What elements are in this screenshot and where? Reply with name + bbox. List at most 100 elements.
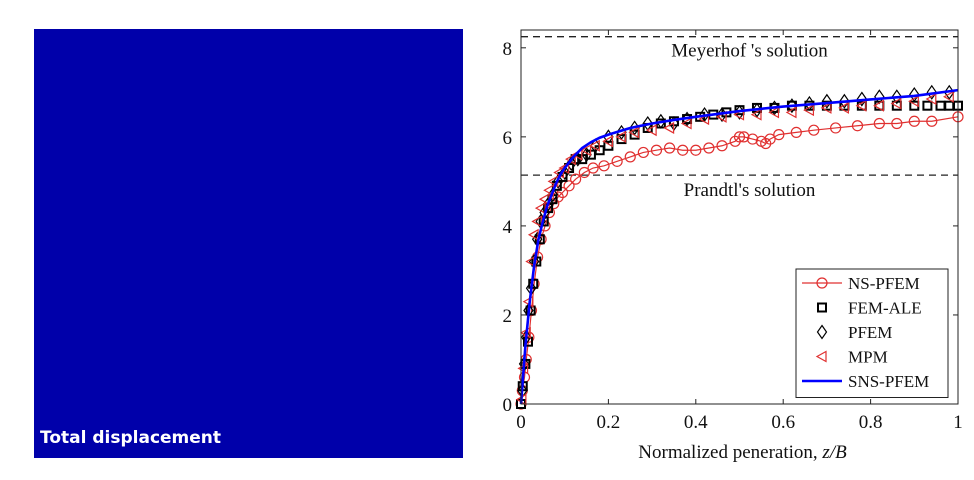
legend-marker bbox=[817, 302, 827, 313]
data-point bbox=[922, 100, 933, 111]
legend-entry: MPM bbox=[815, 348, 888, 367]
legend-label: FEM-ALE bbox=[848, 299, 922, 318]
data-point bbox=[522, 336, 533, 347]
data-point bbox=[804, 95, 815, 112]
data-point bbox=[851, 120, 864, 132]
data-point bbox=[908, 95, 919, 108]
data-point bbox=[926, 115, 938, 127]
data-point bbox=[680, 117, 692, 130]
reference-line-label: Prandtl's solution bbox=[684, 180, 816, 201]
data-point bbox=[552, 173, 564, 189]
x-axis-label: Normalized peneration, z/B bbox=[638, 442, 847, 463]
plot-frame bbox=[520, 29, 959, 405]
series-layer bbox=[515, 84, 964, 410]
data-point bbox=[786, 98, 798, 114]
data-point bbox=[563, 180, 575, 192]
data-point bbox=[611, 155, 623, 167]
data-point bbox=[830, 122, 842, 134]
data-point bbox=[580, 144, 592, 157]
legend-marker bbox=[815, 350, 827, 363]
data-point bbox=[768, 106, 780, 119]
data-point bbox=[677, 144, 689, 156]
data-point bbox=[855, 99, 867, 112]
series-sns-pfem bbox=[519, 88, 959, 405]
legend-box bbox=[795, 268, 949, 398]
data-point bbox=[602, 135, 614, 148]
data-point bbox=[587, 162, 599, 174]
y-tick-label: 6 bbox=[503, 128, 513, 149]
legend-label: MPM bbox=[848, 348, 888, 367]
legend-marker bbox=[816, 277, 828, 289]
data-point bbox=[534, 202, 546, 215]
data-point bbox=[543, 196, 554, 212]
x-tick-label: 0.6 bbox=[771, 412, 795, 433]
data-point bbox=[527, 228, 539, 241]
data-point bbox=[747, 133, 759, 145]
panel-label: Total displacement bbox=[40, 428, 222, 448]
data-point bbox=[590, 138, 601, 154]
total-displacement-panel: Total displacement bbox=[34, 29, 463, 458]
data-point bbox=[556, 186, 569, 199]
data-point bbox=[547, 187, 559, 203]
data-point bbox=[773, 129, 785, 141]
data-point bbox=[790, 126, 802, 139]
x-tick-label: 1 bbox=[953, 412, 963, 433]
data-point bbox=[909, 87, 920, 103]
legend-entry: SNS-PFEM bbox=[802, 372, 929, 391]
data-point bbox=[908, 115, 920, 127]
legend-entry: PFEM bbox=[816, 323, 892, 342]
x-tick-label: 0.2 bbox=[597, 412, 621, 433]
y-tick-label: 2 bbox=[503, 306, 513, 327]
data-point bbox=[935, 100, 946, 111]
data-point bbox=[581, 147, 592, 163]
data-point bbox=[803, 104, 815, 117]
legend-label: SNS-PFEM bbox=[848, 372, 929, 391]
reference-line-label: Meyerhof 's solution bbox=[671, 41, 828, 62]
data-point bbox=[925, 92, 937, 106]
data-point bbox=[838, 101, 849, 114]
y-tick-label: 8 bbox=[503, 39, 513, 60]
data-point bbox=[690, 144, 702, 156]
x-tick-label: 0.8 bbox=[859, 412, 883, 433]
data-point bbox=[699, 107, 710, 123]
data-point bbox=[650, 144, 663, 156]
data-point bbox=[750, 108, 762, 121]
data-point bbox=[624, 151, 636, 163]
data-point bbox=[856, 91, 868, 107]
reference-lines: Meyerhof 's solution Prandtl's solution bbox=[521, 36, 958, 201]
data-point bbox=[820, 101, 832, 114]
data-point bbox=[663, 121, 675, 134]
data-point bbox=[663, 142, 676, 154]
axes: 0 0.2 0.4 0.6 0.8 1 0 2 4 6 8 Normalized peneration… bbox=[503, 29, 963, 463]
data-point bbox=[703, 142, 715, 154]
data-point bbox=[873, 117, 885, 130]
data-point bbox=[944, 100, 955, 111]
x-tick-label: 0 bbox=[516, 412, 526, 433]
data-point bbox=[943, 90, 954, 103]
legend-label: PFEM bbox=[848, 323, 892, 342]
data-point bbox=[839, 93, 850, 109]
data-point bbox=[873, 99, 884, 112]
y-tick-label: 4 bbox=[503, 217, 513, 238]
data-point bbox=[628, 126, 640, 139]
legend-entry: NS-PFEM bbox=[802, 274, 920, 293]
data-point bbox=[578, 166, 590, 179]
data-point bbox=[598, 160, 610, 172]
data-point bbox=[821, 93, 833, 109]
data-point bbox=[615, 130, 627, 143]
y-tick-label: 0 bbox=[503, 395, 513, 416]
data-point bbox=[655, 113, 667, 129]
data-point bbox=[891, 117, 903, 130]
data-point bbox=[570, 173, 582, 185]
data-point bbox=[589, 139, 600, 152]
data-point bbox=[926, 84, 938, 100]
data-point bbox=[785, 106, 797, 119]
data-point bbox=[637, 146, 649, 159]
data-point bbox=[891, 89, 903, 105]
data-point bbox=[808, 124, 820, 136]
series-line bbox=[520, 116, 959, 405]
data-point bbox=[769, 100, 780, 116]
x-tick-label: 0.4 bbox=[684, 412, 708, 433]
legend-label: NS-PFEM bbox=[848, 274, 920, 293]
